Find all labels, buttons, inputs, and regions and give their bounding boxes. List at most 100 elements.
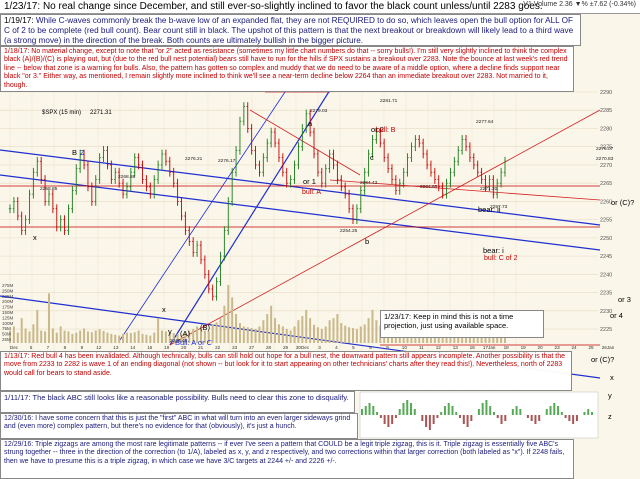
macd-bar bbox=[549, 406, 552, 415]
macd-bar bbox=[447, 403, 450, 415]
macd-bar bbox=[470, 415, 473, 421]
volume-bar bbox=[348, 327, 351, 343]
wave-label-black: B bbox=[72, 148, 77, 157]
volume-bar bbox=[47, 293, 50, 343]
volume-tick-label: 250M bbox=[2, 288, 14, 293]
volume-bar bbox=[235, 314, 238, 343]
volume-bar bbox=[55, 332, 58, 343]
wave-label-red: bull: C of 2 bbox=[484, 255, 518, 262]
macd-bar bbox=[387, 415, 390, 427]
volume-bar bbox=[246, 327, 249, 343]
y-tick-label: 2235 bbox=[600, 291, 612, 297]
macd-bar bbox=[459, 415, 462, 418]
wave-label-black: bear: ii bbox=[478, 205, 501, 214]
volume-bar bbox=[297, 320, 300, 343]
volume-bar bbox=[20, 318, 23, 343]
x-tick-label: 13 bbox=[113, 345, 119, 350]
volume-bar bbox=[250, 328, 253, 343]
macd-bar bbox=[428, 415, 431, 430]
x-tick-label: Dec bbox=[10, 345, 19, 350]
trend-line bbox=[169, 109, 601, 346]
volume-bar bbox=[203, 330, 206, 343]
volume-bar bbox=[137, 330, 140, 343]
volume-bar bbox=[86, 331, 89, 343]
macd-bar bbox=[413, 409, 416, 415]
note-text: Keep in mind this is not a time projecti… bbox=[384, 312, 514, 330]
volume-bar bbox=[102, 330, 105, 343]
price-tag: 2270.83 bbox=[596, 156, 614, 162]
last-value: 2271.31 bbox=[90, 110, 112, 116]
volume-bar bbox=[83, 328, 86, 343]
note-text: While C-waves commonly break the b-wave … bbox=[4, 16, 574, 45]
macd-bar bbox=[398, 409, 401, 415]
volume-tick-label: 200M bbox=[2, 299, 14, 304]
volume-tick-label: 125M bbox=[2, 315, 14, 320]
volume-bar bbox=[16, 332, 19, 343]
price-tag: 2258.85 bbox=[40, 186, 58, 192]
x-tick-label: 26Jan bbox=[602, 345, 615, 350]
note-date: 12/29/16: bbox=[4, 441, 34, 448]
volume-bar bbox=[184, 332, 187, 343]
price-tag: 2276.17 bbox=[218, 158, 236, 164]
volume-bar bbox=[114, 334, 117, 343]
volume-bar bbox=[328, 320, 331, 343]
volume-bar bbox=[375, 320, 378, 343]
note-text: The black ABC still looks like a reasona… bbox=[32, 393, 349, 402]
x-tick-label: 12 bbox=[96, 345, 102, 350]
volume-tick-label: 175M bbox=[2, 305, 14, 310]
volume-bar bbox=[40, 330, 43, 343]
volume-bar bbox=[63, 330, 66, 343]
wave-label-black: c bbox=[370, 153, 374, 162]
x-tick-label: 15 bbox=[147, 345, 153, 350]
volume-bar bbox=[67, 331, 70, 343]
x-tick-label: 23 bbox=[232, 345, 238, 350]
volume-bar bbox=[94, 330, 97, 343]
volume-bar bbox=[118, 335, 121, 343]
macd-bar bbox=[440, 412, 443, 415]
note-1-18: 1/18/17: No material change, except to n… bbox=[0, 46, 574, 92]
wave-label-black: (B) bbox=[200, 323, 211, 332]
x-tick-label: 27 bbox=[249, 345, 255, 350]
note-date: 1/13/17: bbox=[4, 353, 30, 360]
volume-bar bbox=[215, 322, 218, 343]
macd-panel bbox=[359, 391, 599, 439]
volume-bar bbox=[75, 332, 78, 343]
macd-bar bbox=[383, 415, 386, 424]
volume-bar bbox=[262, 320, 265, 343]
x-tick-label: 29 bbox=[283, 345, 289, 350]
volume-bar bbox=[125, 332, 128, 343]
volume-bar bbox=[168, 332, 171, 343]
trend-line bbox=[329, 179, 601, 201]
chart-title: $SPX (15 min) bbox=[42, 110, 81, 116]
volume-bar bbox=[106, 332, 109, 343]
macd-bar bbox=[402, 403, 405, 415]
volume-bar bbox=[44, 331, 47, 343]
volume-tick-label: 25M bbox=[2, 337, 11, 342]
volume-bar bbox=[9, 330, 11, 343]
volume-bar bbox=[242, 326, 245, 343]
wave-label-black: x bbox=[33, 233, 37, 242]
volume-tick-label: 150M bbox=[2, 310, 14, 315]
volume-tick-label: 75M bbox=[2, 326, 11, 331]
x-tick-label: 24 bbox=[571, 345, 577, 350]
price-tag: 2276.21 bbox=[185, 156, 203, 162]
volume-bar bbox=[24, 328, 27, 343]
x-tick-label: 8 bbox=[64, 345, 67, 350]
macd-bar bbox=[391, 415, 394, 424]
volume-bar bbox=[351, 328, 354, 343]
price-tag: 2257.73 bbox=[490, 204, 508, 210]
volume-tick-label: 50M bbox=[2, 332, 11, 337]
macd-bar bbox=[557, 406, 560, 415]
volume-bar bbox=[320, 328, 323, 343]
volume-bar bbox=[90, 332, 93, 343]
x-tick-label: 13 bbox=[453, 345, 459, 350]
wave-label-black: or (C)? bbox=[591, 355, 614, 364]
volume-bar bbox=[231, 297, 234, 343]
x-tick-label: 18 bbox=[504, 345, 510, 350]
volume-bar bbox=[219, 318, 222, 343]
x-tick-label: 20 bbox=[181, 345, 187, 350]
ticker-info: V1 Volume 2.36 ▼% ±7.62 (-0.34%) bbox=[523, 1, 636, 8]
x-tick-label: 9 bbox=[81, 345, 84, 350]
volume-bar bbox=[199, 328, 202, 343]
